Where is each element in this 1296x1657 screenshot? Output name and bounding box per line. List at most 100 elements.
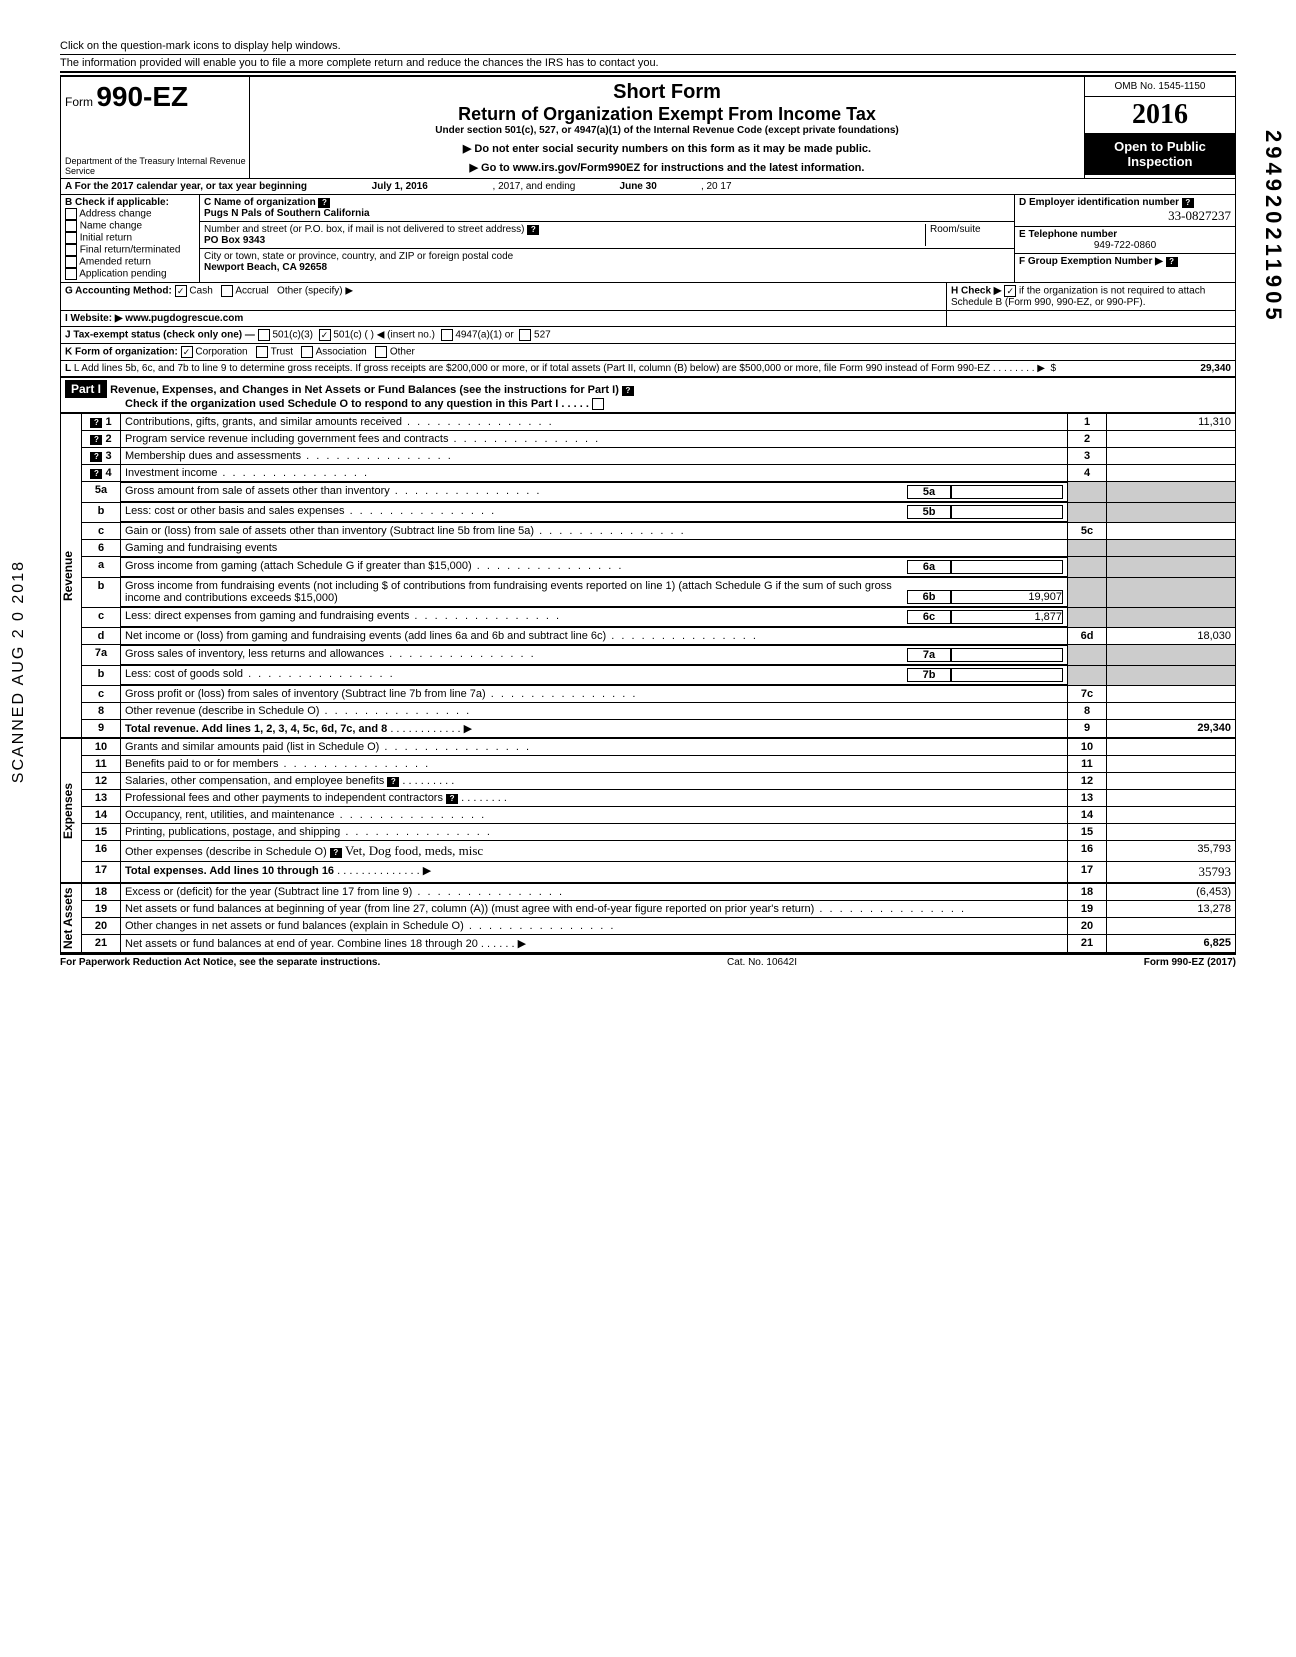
city-value: Newport Beach, CA 92658	[204, 262, 327, 273]
cb-address[interactable]	[65, 208, 77, 220]
line16-desc: Other expenses (describe in Schedule O)	[125, 846, 327, 858]
revenue-table: ? 1Contributions, gifts, grants, and sim…	[82, 413, 1235, 738]
arrow-ssn: ▶ Do not enter social security numbers o…	[254, 142, 1080, 155]
city-label: City or town, state or province, country…	[204, 251, 513, 262]
b-name: Name change	[80, 221, 142, 232]
cb-final[interactable]	[65, 244, 77, 256]
line6b-val: 19,907	[951, 590, 1063, 604]
line2-desc: Program service revenue including govern…	[121, 431, 1068, 448]
g-cash: Cash	[189, 286, 212, 297]
line21-desc: Net assets or fund balances at end of ye…	[125, 938, 478, 950]
cb-cash[interactable]: ✓	[175, 285, 187, 297]
line-a-label: A For the 2017 calendar year, or tax yea…	[65, 181, 307, 192]
line7a-desc: Gross sales of inventory, less returns a…	[125, 648, 907, 662]
line21-val: 6,825	[1107, 935, 1236, 953]
end-month: June 30	[578, 181, 698, 192]
k-other: Other	[390, 347, 415, 358]
line6d-val: 18,030	[1107, 628, 1236, 645]
line3-desc: Membership dues and assessments	[121, 448, 1068, 465]
scanned-stamp: SCANNED AUG 2 0 2018	[10, 560, 28, 783]
cb-other-k[interactable]	[375, 346, 387, 358]
g-accrual: Accrual	[235, 286, 268, 297]
help-icon-p1[interactable]: ?	[622, 386, 634, 396]
line5c-desc: Gain or (loss) from sale of assets other…	[121, 523, 1068, 540]
top-note-2: The information provided will enable you…	[60, 57, 1236, 73]
part1-check: Check if the organization used Schedule …	[125, 398, 558, 410]
line11-desc: Benefits paid to or for members	[121, 756, 1068, 773]
cb-assoc[interactable]	[301, 346, 313, 358]
line9-val: 29,340	[1107, 720, 1236, 738]
d-label: D Employer identification number	[1019, 197, 1179, 208]
footer: For Paperwork Reduction Act Notice, see …	[60, 954, 1236, 968]
help-icon-2[interactable]: ?	[527, 225, 539, 235]
c-label: C Name of organization	[204, 197, 316, 208]
cb-pending[interactable]	[65, 268, 77, 280]
help-icon[interactable]: ?	[318, 198, 330, 208]
line-a-mid: , 2017, and ending	[493, 181, 576, 192]
omb-number: OMB No. 1545-1150	[1085, 77, 1235, 97]
line6b-desc: Gross income from fundraising events (no…	[125, 580, 907, 604]
help-icon-f[interactable]: ?	[1166, 257, 1178, 267]
form-prefix: Form	[65, 95, 93, 109]
cb-name[interactable]	[65, 220, 77, 232]
b-initial: Initial return	[80, 233, 132, 244]
cb-part1[interactable]	[592, 398, 604, 410]
line18-val: (6,453)	[1107, 884, 1236, 901]
line9-desc: Total revenue. Add lines 1, 2, 3, 4, 5c,…	[125, 723, 387, 735]
cb-h[interactable]: ✓	[1004, 285, 1016, 297]
cb-corp[interactable]: ✓	[181, 346, 193, 358]
line17-desc: Total expenses. Add lines 10 through 16	[125, 865, 334, 877]
g-other: Other (specify) ▶	[277, 286, 353, 297]
inspection-label: Inspection	[1087, 154, 1233, 169]
line5a-desc: Gross amount from sale of assets other t…	[125, 485, 907, 499]
title-short-form: Short Form	[254, 81, 1080, 104]
b-address: Address change	[79, 209, 151, 220]
ein-value: 33-0827237	[1019, 208, 1231, 224]
j-opt-2: 4947(a)(1) or	[455, 330, 513, 341]
line7b-desc: Less: cost of goods sold	[125, 668, 907, 682]
line10-desc: Grants and similar amounts paid (list in…	[121, 739, 1068, 756]
line5b-desc: Less: cost or other basis and sales expe…	[125, 505, 907, 519]
l-value: 29,340	[1107, 361, 1235, 376]
cb-accrual[interactable]	[221, 285, 233, 297]
cb-amended[interactable]	[65, 256, 77, 268]
footer-mid: Cat. No. 10642I	[727, 957, 797, 968]
line6-desc: Gaming and fundraising events	[121, 540, 1068, 557]
cb-4947[interactable]	[441, 329, 453, 341]
top-note-1: Click on the question-mark icons to disp…	[60, 40, 1236, 55]
end-year: , 20 17	[701, 181, 732, 192]
cb-501c3[interactable]	[258, 329, 270, 341]
footer-left: For Paperwork Reduction Act Notice, see …	[60, 957, 380, 968]
cb-501c[interactable]: ✓	[319, 329, 331, 341]
line16-val: 35,793	[1107, 841, 1236, 862]
line13-desc: Professional fees and other payments to …	[125, 792, 443, 804]
e-label: E Telephone number	[1019, 229, 1117, 240]
org-name: Pugs N Pals of Southern California	[204, 208, 370, 219]
begin-date: July 1, 2016	[310, 181, 490, 192]
line6a-desc: Gross income from gaming (attach Schedul…	[125, 560, 907, 574]
line14-desc: Occupancy, rent, utilities, and maintena…	[121, 807, 1068, 824]
l-label: L Add lines 5b, 6c, and 7b to line 9 to …	[74, 363, 990, 374]
room-label: Room/suite	[925, 224, 1010, 246]
cb-trust[interactable]	[256, 346, 268, 358]
line12-desc: Salaries, other compensation, and employ…	[125, 775, 384, 787]
sidelabel-revenue: Revenue	[61, 413, 82, 738]
website-value: www.pugdogrescue.com	[125, 313, 243, 324]
line15-desc: Printing, publications, postage, and shi…	[121, 824, 1068, 841]
arrow-url: ▶ Go to www.irs.gov/Form990EZ for instru…	[254, 161, 1080, 174]
line1-val: 11,310	[1107, 414, 1236, 431]
line1-desc: Contributions, gifts, grants, and simila…	[121, 414, 1068, 431]
j-label: J Tax-exempt status (check only one) —	[65, 330, 255, 341]
cb-527[interactable]	[519, 329, 531, 341]
b-pending: Application pending	[79, 269, 166, 280]
dept-label: Department of the Treasury Internal Reve…	[65, 156, 249, 176]
form-header: Form 990-EZ Department of the Treasury I…	[60, 75, 1236, 179]
b-header: B Check if applicable:	[65, 197, 169, 208]
line19-desc: Net assets or fund balances at beginning…	[121, 901, 1068, 918]
help-icon-d[interactable]: ?	[1182, 198, 1194, 208]
open-public: Open to Public	[1087, 139, 1233, 154]
line6c-desc: Less: direct expenses from gaming and fu…	[125, 610, 907, 624]
k-assoc: Association	[316, 347, 367, 358]
cb-initial[interactable]	[65, 232, 77, 244]
g-label: G Accounting Method:	[65, 286, 172, 297]
